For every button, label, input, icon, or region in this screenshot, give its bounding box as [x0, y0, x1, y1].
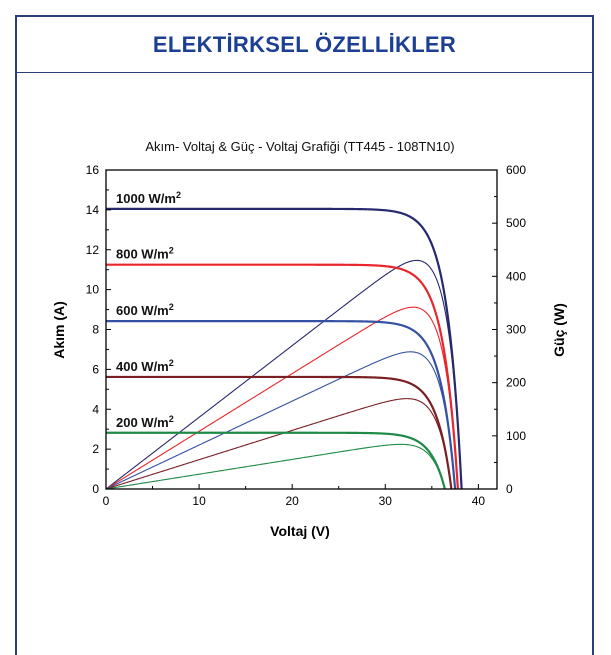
power-curve-200 — [105, 443, 446, 490]
series-label-800: 800 W/m2 — [116, 246, 174, 262]
y2-tick-label: 300 — [506, 323, 526, 337]
y-axis-label: Akım (A) — [51, 301, 67, 359]
x-axis-label: Voltaj (V) — [270, 523, 330, 539]
power-curve-400 — [105, 398, 452, 490]
current-curve-200 — [106, 431, 446, 490]
power-curve-1000 — [105, 259, 463, 490]
y2-tick-label: 500 — [506, 216, 526, 230]
plot-area: 1000 W/m2 800 W/m2 600 W/m2 400 W/m2 200 W/m… — [86, 163, 527, 508]
y-tick-label: 16 — [86, 163, 100, 177]
current-curve-400 — [106, 375, 453, 490]
y2-tick-label: 400 — [506, 269, 526, 283]
x-tick-label: 30 — [379, 494, 393, 508]
y-tick-label: 4 — [92, 402, 99, 416]
chart-title: Akım- Voltaj & Güç - Voltaj Grafiği (TT4… — [145, 139, 454, 154]
y2-axis-label: Güç (W) — [551, 303, 567, 357]
series-label-400: 400 W/m2 — [116, 358, 174, 374]
current-curve-800 — [106, 263, 459, 490]
plot-frame — [105, 169, 498, 490]
y-tick-label: 2 — [92, 442, 99, 456]
section-header: ELEKTİRKSEL ÖZELLİKLER — [17, 17, 592, 73]
y2-tick-label: 100 — [506, 429, 526, 443]
current-curve-1000 — [106, 207, 463, 490]
y-tick-label: 12 — [86, 243, 100, 257]
x-tick-label: 20 — [286, 494, 300, 508]
power-curve-600 — [105, 351, 456, 490]
series-label-600: 600 W/m2 — [116, 302, 174, 318]
y-tick-label: 0 — [92, 482, 99, 496]
y2-tick-label: 200 — [506, 376, 526, 390]
y-tick-label: 10 — [86, 283, 100, 297]
current-curve-600 — [106, 320, 457, 490]
y-tick-label: 8 — [92, 323, 99, 337]
power-curve-800 — [105, 306, 459, 490]
x-tick-label: 0 — [103, 494, 110, 508]
y-tick-label: 14 — [86, 203, 100, 217]
y2-tick-label: 600 — [506, 163, 526, 177]
y2-tick-label: 0 — [506, 482, 513, 496]
y-tick-label: 6 — [92, 362, 99, 376]
x-tick-label: 40 — [472, 494, 486, 508]
series-label-200: 200 W/m2 — [116, 414, 174, 430]
section-title: ELEKTİRKSEL ÖZELLİKLER — [152, 31, 457, 57]
series-label-1000: 1000 W/m2 — [116, 190, 181, 206]
x-tick-label: 10 — [192, 494, 206, 508]
